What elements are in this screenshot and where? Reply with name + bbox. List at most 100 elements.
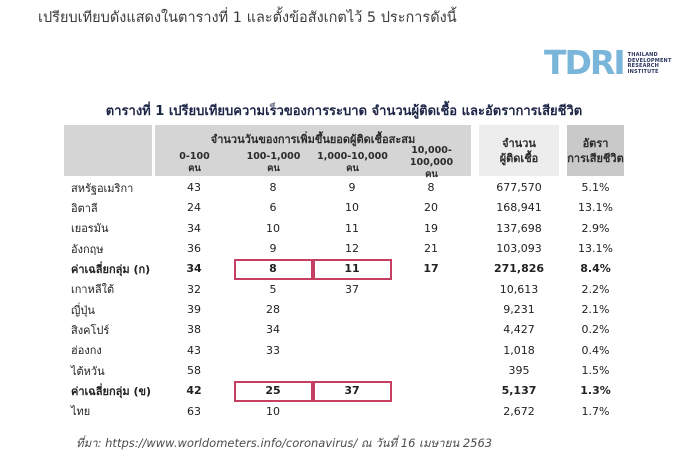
day-cell: 43	[155, 340, 234, 361]
total-infected-cell: 395	[479, 361, 559, 382]
total-infected-cell: 2,672	[479, 402, 559, 422]
day-cell: 8	[392, 178, 471, 199]
day-cell-red-boxed: 8	[234, 259, 313, 280]
tdri-logo: TDRI THAILAND DEVELOPMENT RESEARCH INSTI…	[544, 46, 672, 80]
total-infected-cell: 9,231	[479, 300, 559, 321]
day-cell	[392, 320, 471, 341]
day-cell: 39	[155, 299, 234, 321]
total-infected-cell: 4,427	[479, 320, 559, 341]
row-label: อังกฤษ	[64, 238, 155, 260]
day-cell: 10	[313, 198, 392, 219]
day-cell: 5	[234, 279, 313, 300]
day-cell: 58	[155, 360, 234, 382]
row-label: เยอรมัน	[64, 218, 155, 239]
day-cell: 34	[155, 218, 234, 239]
total-infected-cell: 10,613	[479, 280, 559, 300]
tdri-logo-line: THAILAND	[627, 52, 658, 58]
day-cell: 63	[155, 401, 234, 422]
header-day-col-1000-10000: 1,000-10,000 คน	[313, 149, 392, 178]
death-rate-cell: 1.7%	[567, 402, 624, 422]
tdri-logo-line: DEVELOPMENT	[627, 57, 672, 64]
day-cell	[313, 401, 392, 422]
header-day-col-0-100: 0-100 คน	[155, 149, 234, 178]
day-cell	[313, 299, 392, 321]
day-cell: 20	[392, 198, 471, 219]
header-day-col-100-1000: 100-1,000 คน	[234, 149, 313, 178]
source-text: ที่มา: https://www.worldometers.info/cor…	[76, 436, 493, 450]
row-label: ฮ่องกง	[64, 340, 155, 361]
intro-text: เปรียบเทียบดังแสดงในตารางที่ 1 และตั้งข้…	[38, 10, 457, 26]
total-infected-cell: 5,137	[479, 381, 559, 402]
day-cell: 33	[234, 340, 313, 361]
day-cell	[234, 360, 313, 382]
total-infected-cell: 1,018	[479, 341, 559, 361]
comparison-table: จำนวนวันของการเพิ่มขึ้นยอดผู้ติดเชื้อสะส…	[64, 125, 624, 422]
row-label: อิตาลี	[64, 198, 155, 219]
death-rate-cell: 0.2%	[567, 320, 624, 341]
death-rate-cell: 1.3%	[567, 381, 624, 402]
day-cell	[313, 360, 392, 382]
day-cell: 10	[234, 401, 313, 422]
total-infected-cell: 677,570	[479, 178, 559, 199]
total-infected-cell: 168,941	[479, 198, 559, 219]
day-cell: 11	[313, 218, 392, 239]
day-cell: 9	[234, 238, 313, 260]
death-rate-cell: 13.1%	[567, 239, 624, 260]
day-cell: 34	[234, 320, 313, 341]
tdri-logo-line: RESEARCH	[627, 63, 660, 69]
day-cell: 9	[313, 178, 392, 199]
death-rate-cell: 13.1%	[567, 198, 624, 219]
death-rate-cell: 5.1%	[567, 178, 624, 199]
day-cell	[392, 299, 471, 321]
day-cell: 24	[155, 198, 234, 219]
table-title: ตารางที่ 1 เปรียบเทียบความเร็วของการระบา…	[105, 104, 583, 119]
day-cell: 21	[392, 238, 471, 260]
row-label: เกาหลีใต้	[64, 279, 155, 300]
total-infected-cell: 271,826	[479, 259, 559, 280]
total-infected-cell: 103,093	[479, 239, 559, 260]
row-label: ไต้หวัน	[64, 360, 155, 382]
header-death-rate: อัตรา การเสียชีวิต	[567, 125, 624, 178]
day-cell-red-boxed: 11	[313, 259, 392, 280]
header-days-span: จำนวนวันของการเพิ่มขึ้นยอดผู้ติดเชื้อสะส…	[155, 125, 471, 149]
row-label: ญี่ปุ่น	[64, 299, 155, 321]
total-infected-cell: 137,698	[479, 219, 559, 239]
death-rate-cell: 0.4%	[567, 341, 624, 361]
day-cell-red-boxed: 37	[313, 381, 392, 402]
death-rate-cell: 2.9%	[567, 219, 624, 239]
death-rate-cell: 2.1%	[567, 300, 624, 321]
row-label: ค่าเฉลี่ยกลุ่ม (ก)	[64, 259, 155, 280]
day-cell: 42	[155, 381, 234, 402]
day-cell: 10	[234, 218, 313, 239]
day-cell	[313, 340, 392, 361]
day-cell: 12	[313, 238, 392, 260]
day-cell	[392, 401, 471, 422]
day-cell: 43	[155, 178, 234, 199]
tdri-logo-line: INSTITUTE	[627, 68, 659, 75]
day-cell: 8	[234, 178, 313, 199]
death-rate-cell: 8.4%	[567, 259, 624, 280]
day-cell: 36	[155, 238, 234, 260]
row-label: ไทย	[64, 401, 155, 422]
day-cell	[313, 320, 392, 341]
day-cell: 19	[392, 218, 471, 239]
day-cell: 37	[313, 279, 392, 300]
death-rate-cell: 2.2%	[567, 280, 624, 300]
day-cell: 28	[234, 299, 313, 321]
row-label: สิงคโปร์	[64, 320, 155, 341]
row-label: สหรัฐอเมริกา	[64, 178, 155, 199]
day-cell	[392, 381, 471, 402]
tdri-acronym: TDRI	[544, 43, 626, 82]
tdri-logo-lines: THAILAND DEVELOPMENT RESEARCH INSTITUTE	[627, 52, 672, 75]
header-total-infected: จำนวน ผู้ติดเชื้อ	[479, 125, 559, 178]
day-cell-red-boxed: 25	[234, 381, 313, 402]
day-cell: 6	[234, 198, 313, 219]
day-cell	[392, 360, 471, 382]
day-cell: 34	[155, 259, 234, 280]
day-cell: 38	[155, 320, 234, 341]
day-cell	[392, 279, 471, 300]
header-corner-cell	[64, 125, 155, 178]
day-cell: 17	[392, 259, 471, 280]
day-cell	[392, 340, 471, 361]
header-day-col-10000-100000: 10,000-100,000 คน	[392, 145, 471, 180]
